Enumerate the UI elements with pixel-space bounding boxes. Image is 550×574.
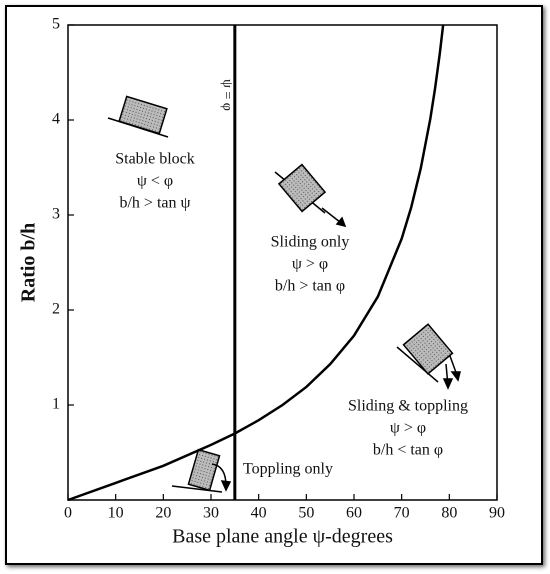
curve bbox=[67, 24, 445, 502]
annotation: Toppling only bbox=[243, 461, 333, 478]
annotation: Sliding & toppling bbox=[348, 398, 468, 415]
block-icons bbox=[107, 95, 461, 493]
x-tick-label: 40 bbox=[251, 505, 267, 522]
plot-border bbox=[67, 24, 498, 501]
annotation: b/h > tan ψ bbox=[119, 195, 190, 212]
y-tick-label: 5 bbox=[52, 16, 60, 33]
y-tick-label: 3 bbox=[52, 206, 60, 223]
annotation: ψ > φ bbox=[292, 256, 328, 273]
x-tick-label: 0 bbox=[64, 505, 72, 522]
x-tick-label: 30 bbox=[203, 505, 219, 522]
frame bbox=[5, 5, 543, 565]
annotation: Sliding only bbox=[271, 234, 350, 251]
y-tick-label: 4 bbox=[52, 111, 60, 128]
y-axis-label: Ratio b/h bbox=[18, 223, 40, 302]
annotation: ψ > φ bbox=[390, 420, 426, 437]
vertical-line-label: ψ = φ bbox=[220, 79, 235, 111]
x-axis-label: Base plane angle ψ-degrees bbox=[172, 526, 393, 548]
y-tick-label: 2 bbox=[52, 301, 60, 318]
x-tick-label: 80 bbox=[441, 505, 457, 522]
annotation: ψ < φ bbox=[137, 173, 173, 190]
x-tick-label: 10 bbox=[108, 505, 124, 522]
y-tick-label: 1 bbox=[52, 396, 60, 413]
annotation: Stable block bbox=[115, 151, 195, 168]
annotation: b/h > tan φ bbox=[275, 278, 345, 295]
x-tick-label: 60 bbox=[346, 505, 362, 522]
x-tick-label: 90 bbox=[489, 505, 505, 522]
x-tick-label: 50 bbox=[298, 505, 314, 522]
annotation: b/h < tan φ bbox=[373, 442, 443, 459]
x-tick-label: 20 bbox=[155, 505, 171, 522]
x-tick-label: 70 bbox=[394, 505, 410, 522]
